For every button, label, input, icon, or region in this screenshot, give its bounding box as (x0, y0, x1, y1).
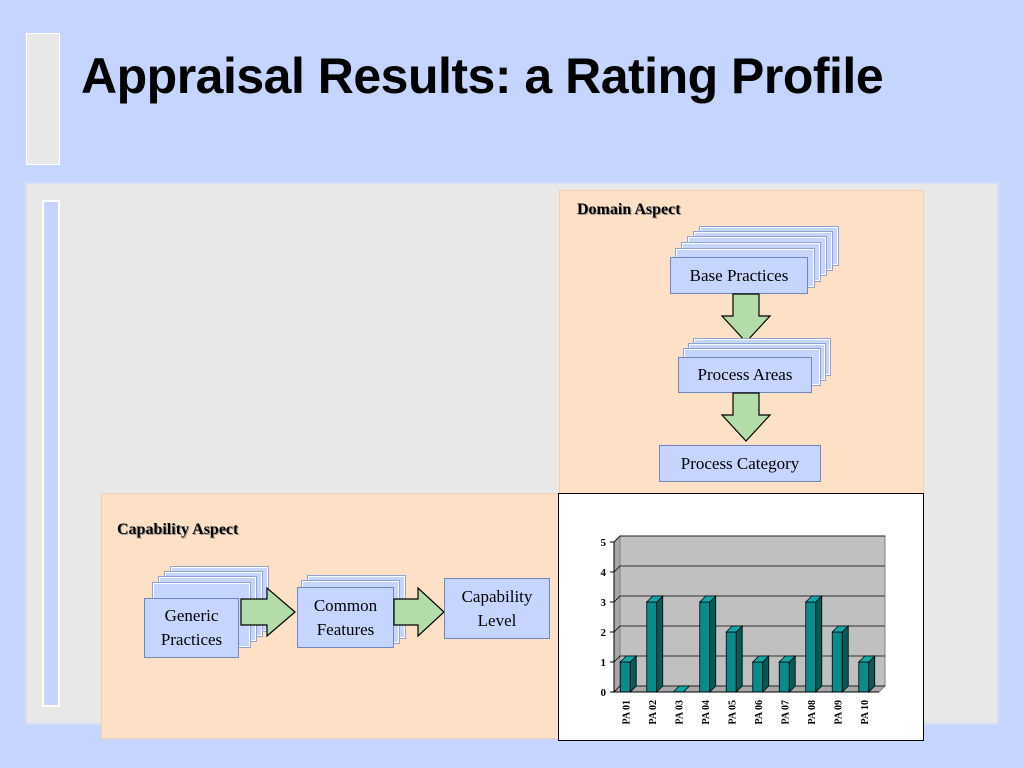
x-tick-label: PA 02 (648, 700, 659, 725)
y-tick-label: 4 (601, 567, 607, 579)
chart-bar-top (725, 625, 744, 633)
common-features-box: Common Features (297, 587, 394, 648)
x-tick-label: PA 07 (780, 700, 791, 725)
chart-bar (646, 601, 658, 693)
chart-bar-top (831, 625, 850, 633)
x-tick-label: PA 09 (833, 700, 844, 725)
chart-bar-top (857, 655, 876, 663)
chart-gridline (613, 625, 885, 633)
chart-bar (778, 661, 790, 693)
domain-aspect-label: Domain Aspect (577, 201, 681, 218)
down-arrow-icon (720, 392, 772, 442)
chart-gridline (613, 655, 885, 663)
x-tick-label: PA 08 (807, 700, 818, 725)
content-left-strip (42, 200, 60, 707)
chart-bar (619, 661, 631, 693)
chart-bar-side (815, 595, 823, 693)
y-tick-label: 2 (601, 627, 607, 639)
chart-bar-top (804, 595, 823, 603)
chart-bar (805, 601, 817, 693)
capability-aspect-label: Capability Aspect (117, 521, 239, 538)
title-accent-bar (26, 33, 60, 165)
chart-bar (699, 601, 711, 693)
capability-level-box: Capability Level (444, 578, 550, 639)
chart-bar-side (735, 625, 743, 693)
generic-practices-box: Generic Practices (144, 598, 239, 658)
chart-bar-top (778, 655, 797, 663)
chart-bar-top (751, 655, 770, 663)
x-tick-label: PA 04 (701, 700, 712, 725)
chart-bar (858, 661, 870, 693)
slide-title: Appraisal Results: a Rating Profile (81, 48, 884, 104)
chart-bar (831, 631, 843, 693)
right-arrow-icon (393, 586, 445, 638)
chart-bar-top (619, 655, 638, 663)
chart-bar-side (656, 595, 664, 693)
x-tick-label: PA 10 (860, 700, 871, 725)
y-tick-label: 5 (601, 537, 607, 549)
chart-side-wall (613, 534, 621, 694)
chart-bar-top (645, 595, 664, 603)
chart-bar-side (841, 625, 849, 693)
y-tick-label: 3 (601, 597, 607, 609)
x-tick-label: PA 01 (621, 700, 632, 725)
base-practices-box: Base Practices (670, 257, 808, 294)
x-tick-label: PA 06 (754, 700, 765, 725)
down-arrow-icon (720, 293, 772, 343)
process-areas-box: Process Areas (678, 357, 812, 393)
x-tick-label: PA 05 (727, 700, 738, 725)
x-tick-label: PA 03 (674, 700, 685, 725)
chart-gridline (613, 565, 885, 573)
y-tick-label: 1 (601, 657, 607, 669)
chart-bar (725, 631, 737, 693)
y-tick-label: 0 (601, 687, 607, 699)
process-category-box: Process Category (659, 445, 821, 482)
chart-bar-top (698, 595, 717, 603)
right-arrow-icon (240, 586, 296, 638)
chart-bar (752, 661, 764, 693)
rating-profile-chart: 0 1 2 3 4 5 PA 01 PA 02 PA 03 PA 04 PA 05 PA 06 PA 0… (601, 534, 887, 725)
chart-gridline (613, 595, 885, 603)
chart-bar-side (709, 595, 717, 693)
chart-gridline (613, 535, 885, 543)
